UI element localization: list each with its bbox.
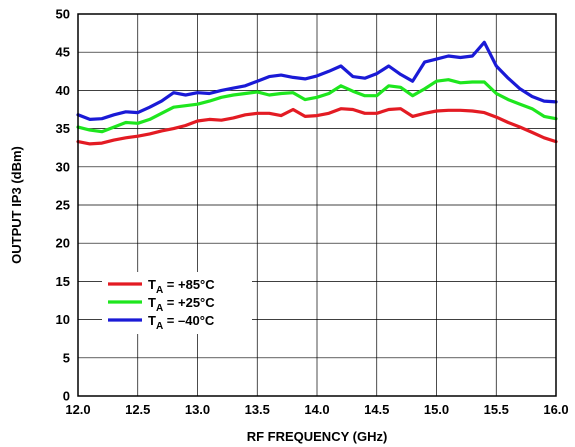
series-line bbox=[76, 40, 558, 122]
x-tick-labels: 12.0 12.5 13.0 13.5 14.0 14.5 15.0 15.5 16.0 bbox=[65, 402, 568, 417]
grid bbox=[78, 14, 556, 396]
y-axis-label: OUTPUT IP3 (dBm) bbox=[9, 146, 24, 264]
y-tick-label: 40 bbox=[56, 83, 70, 98]
x-tick-label: 13.5 bbox=[245, 402, 270, 417]
y-tick-label: 35 bbox=[56, 121, 70, 136]
x-tick-label: 14.5 bbox=[364, 402, 389, 417]
legend-entry: TA = +85°C bbox=[148, 277, 215, 296]
x-tick-label: 14.0 bbox=[304, 402, 329, 417]
x-tick-label: 12.5 bbox=[125, 402, 150, 417]
x-tick-label: 13.0 bbox=[185, 402, 210, 417]
y-tick-label: 20 bbox=[56, 236, 70, 251]
series-layer bbox=[76, 40, 558, 146]
y-tick-label: 50 bbox=[56, 7, 70, 22]
legend-entry: TA = –40°C bbox=[148, 313, 215, 332]
plot-frame bbox=[77, 13, 557, 397]
y-tick-label: 5 bbox=[63, 350, 70, 365]
legend-entry: TA = +25°C bbox=[148, 295, 215, 314]
x-tick-label: 12.0 bbox=[65, 402, 90, 417]
legend: TA = +85°CTA = +25°CTA = –40°C bbox=[102, 272, 252, 334]
series-line bbox=[76, 78, 558, 134]
y-tick-labels: 0 5 10 15 20 25 30 35 40 45 50 bbox=[56, 7, 70, 404]
y-tick-label: 25 bbox=[56, 198, 70, 213]
x-tick-label: 16.0 bbox=[543, 402, 568, 417]
x-tick-label: 15.5 bbox=[484, 402, 509, 417]
series-line bbox=[76, 107, 558, 146]
y-tick-label: 45 bbox=[56, 45, 70, 60]
y-tick-label: 30 bbox=[56, 159, 70, 174]
x-axis-label: RF FREQUENCY (GHz) bbox=[247, 429, 388, 444]
y-tick-label: 10 bbox=[56, 312, 70, 327]
x-tick-label: 15.0 bbox=[424, 402, 449, 417]
y-tick-label: 0 bbox=[63, 389, 70, 404]
y-tick-label: 15 bbox=[56, 274, 70, 289]
